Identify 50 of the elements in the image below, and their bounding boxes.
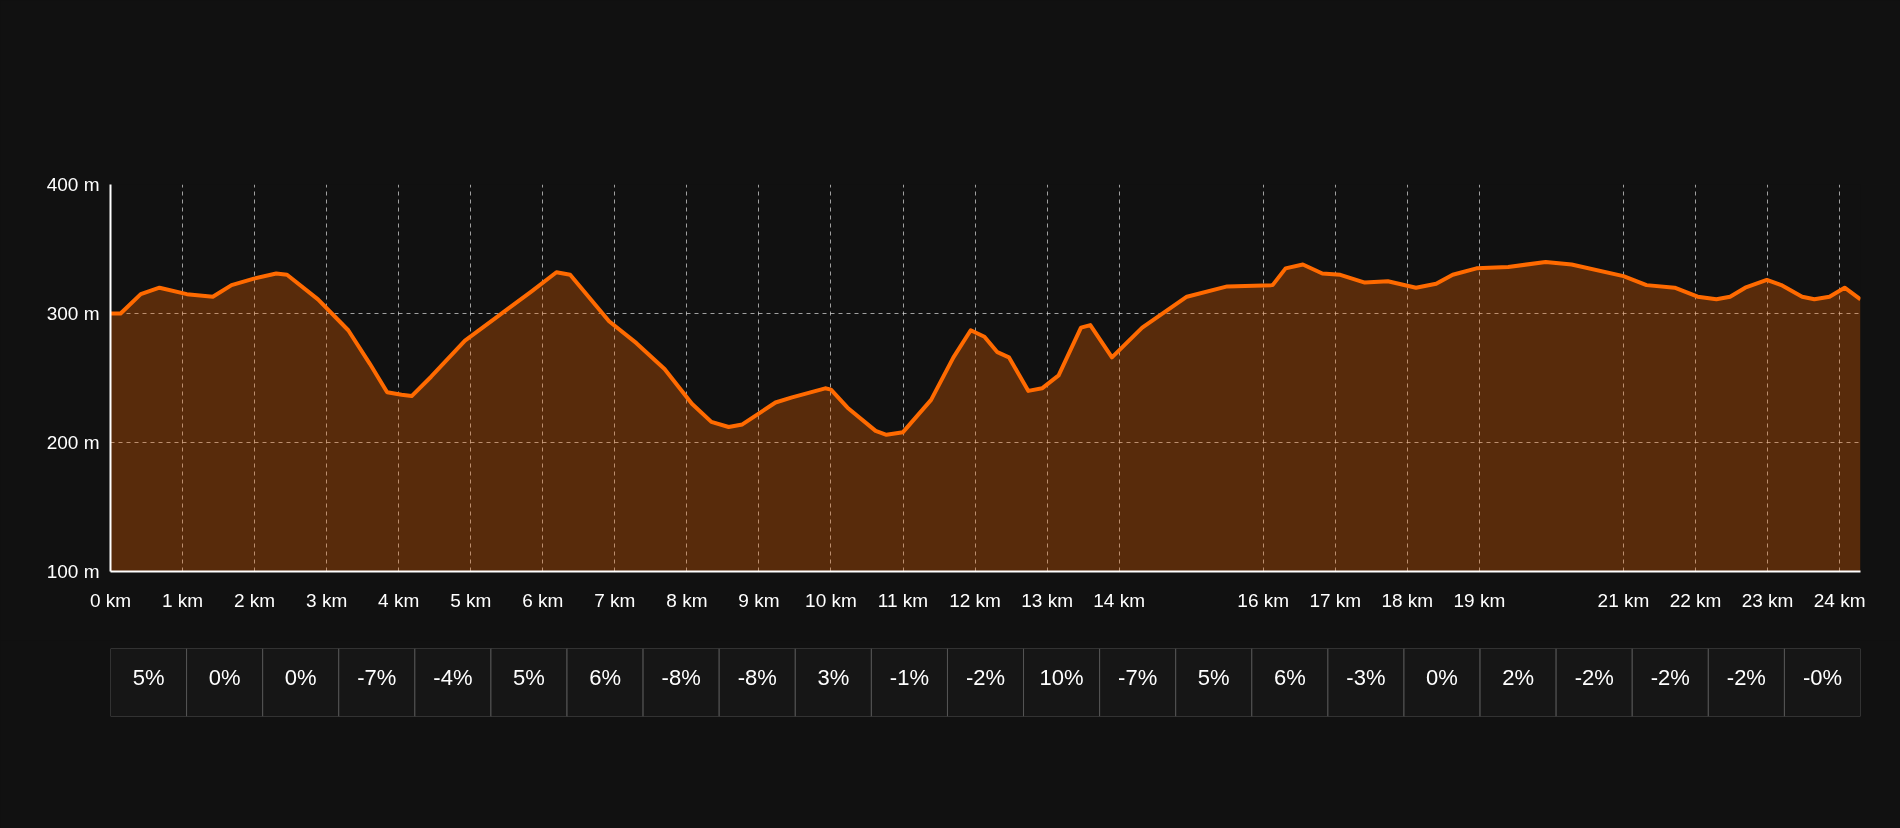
text: 0% <box>208 664 241 690</box>
text: 6% <box>589 664 621 690</box>
x-tick-label: 11 km <box>877 589 929 611</box>
text: -7% <box>357 664 397 690</box>
x-tick-label: 17 km <box>1309 589 1362 611</box>
x-tick-label: 0 km <box>89 589 132 611</box>
x-tick-label: 23 km <box>1741 589 1794 611</box>
text: -2% <box>1574 664 1614 690</box>
text: 0% <box>284 664 317 690</box>
text: -2% <box>965 664 1006 690</box>
text: 5% <box>513 664 545 690</box>
x-tick-label: 10 km <box>805 589 857 611</box>
text: -0% <box>1802 664 1843 690</box>
y-tick-label: 200 m <box>46 432 100 453</box>
x-tick-label: 24 km <box>1813 589 1866 611</box>
x-tick-label: 8 km <box>666 589 708 611</box>
x-tick-label: 5 km <box>450 589 492 611</box>
text: -4% <box>433 664 473 690</box>
text: 5% <box>132 664 165 690</box>
x-tick-label: 9 km <box>738 589 780 611</box>
text: -1% <box>889 664 929 690</box>
y-tick-label: 100 m <box>46 561 100 582</box>
x-tick-label: 13 km <box>1021 589 1073 611</box>
y-tick-label: 400 m <box>46 174 100 195</box>
text: 3% <box>817 664 850 690</box>
x-tick-label: 6 km <box>522 589 564 611</box>
text: -8% <box>661 664 701 690</box>
x-tick-label: 4 km <box>378 589 420 611</box>
text: -7% <box>1118 664 1158 690</box>
text: 2% <box>1502 664 1535 690</box>
text: 6% <box>1273 664 1306 690</box>
text: -2% <box>1650 664 1690 690</box>
x-tick-label: 22 km <box>1669 589 1722 611</box>
x-tick-label: 16 km <box>1237 589 1290 611</box>
x-tick-label: 21 km <box>1597 589 1650 611</box>
x-tick-label: 1 km <box>161 589 204 611</box>
x-tick-label: 3 km <box>306 589 348 611</box>
text: -3% <box>1346 664 1386 690</box>
y-tick-label: 300 m <box>46 303 100 324</box>
text: 5% <box>1197 664 1230 690</box>
text: -2% <box>1726 664 1766 690</box>
text: 10% <box>1039 664 1084 690</box>
x-tick-label: 12 km <box>949 589 1001 611</box>
x-tick-label: 18 km <box>1381 589 1434 611</box>
x-tick-label: 2 km <box>234 589 276 611</box>
x-tick-label: 7 km <box>594 589 636 611</box>
text: -8% <box>737 664 777 690</box>
x-tick-label: 19 km <box>1453 589 1506 611</box>
x-tick-label: 14 km <box>1093 589 1146 611</box>
text: 0% <box>1426 664 1458 690</box>
